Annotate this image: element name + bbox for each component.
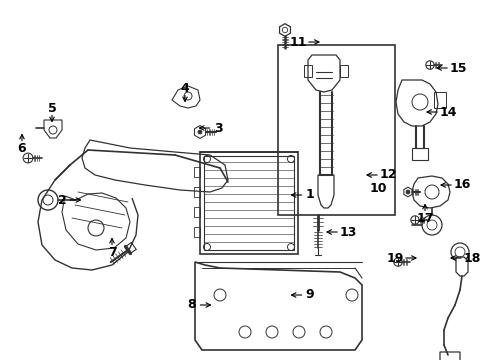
Bar <box>434 92 446 108</box>
Text: 19: 19 <box>386 252 404 265</box>
Text: 4: 4 <box>181 81 189 94</box>
Bar <box>194 227 200 237</box>
Polygon shape <box>456 257 468 276</box>
Text: 8: 8 <box>188 298 196 311</box>
Text: 17: 17 <box>416 211 434 225</box>
Text: 15: 15 <box>449 62 467 75</box>
Polygon shape <box>318 175 334 208</box>
Circle shape <box>198 130 202 134</box>
Bar <box>194 207 200 217</box>
Text: 14: 14 <box>439 105 457 118</box>
Bar <box>278 45 395 215</box>
Text: 12: 12 <box>379 168 397 181</box>
Polygon shape <box>195 262 362 350</box>
Polygon shape <box>308 55 340 92</box>
Bar <box>304 65 312 77</box>
Polygon shape <box>440 352 460 360</box>
Text: 13: 13 <box>339 225 357 238</box>
Circle shape <box>455 247 465 257</box>
Bar <box>200 152 298 254</box>
Circle shape <box>88 220 104 236</box>
Text: 3: 3 <box>214 122 222 135</box>
Text: 1: 1 <box>306 189 315 202</box>
Bar <box>204 156 294 250</box>
Text: 10: 10 <box>369 181 387 194</box>
Text: 5: 5 <box>48 102 56 114</box>
Bar <box>340 65 348 77</box>
Text: 6: 6 <box>18 141 26 154</box>
Bar <box>412 148 428 160</box>
Circle shape <box>406 190 410 194</box>
Bar <box>194 187 200 197</box>
Polygon shape <box>412 176 450 208</box>
Text: 9: 9 <box>306 288 314 302</box>
Bar <box>194 167 200 177</box>
Text: 16: 16 <box>453 179 471 192</box>
Text: 2: 2 <box>58 194 66 207</box>
Text: 11: 11 <box>289 36 307 49</box>
Text: 18: 18 <box>464 252 481 265</box>
Text: 7: 7 <box>108 246 117 258</box>
Polygon shape <box>396 80 438 126</box>
